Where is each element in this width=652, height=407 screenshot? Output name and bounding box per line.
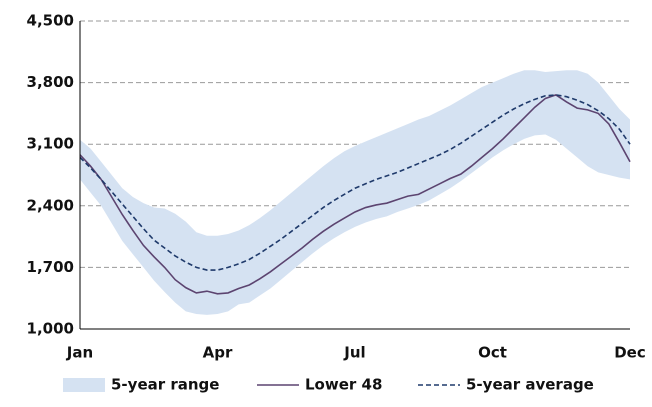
x-tick-label: Dec [614, 344, 646, 362]
x-tick-label: Jul [343, 344, 365, 362]
range-area [80, 70, 630, 315]
y-tick-label: 2,400 [27, 196, 74, 214]
legend-swatch [63, 378, 105, 392]
x-tick-label: Oct [478, 344, 507, 362]
x-tick-label: Apr [203, 344, 233, 362]
legend-label: 5-year range [111, 376, 219, 394]
y-tick-label: 1,700 [27, 258, 74, 276]
y-tick-label: 3,100 [27, 135, 74, 153]
y-tick-label: 4,500 [27, 12, 74, 30]
x-tick-label: Jan [66, 344, 93, 362]
legend-label: Lower 48 [305, 376, 382, 394]
y-tick-label: 3,800 [27, 73, 74, 91]
series-line [79, 94, 631, 295]
y-tick-label: 1,000 [27, 320, 74, 338]
series-line [79, 94, 631, 271]
legend-label: 5-year average [466, 376, 594, 394]
